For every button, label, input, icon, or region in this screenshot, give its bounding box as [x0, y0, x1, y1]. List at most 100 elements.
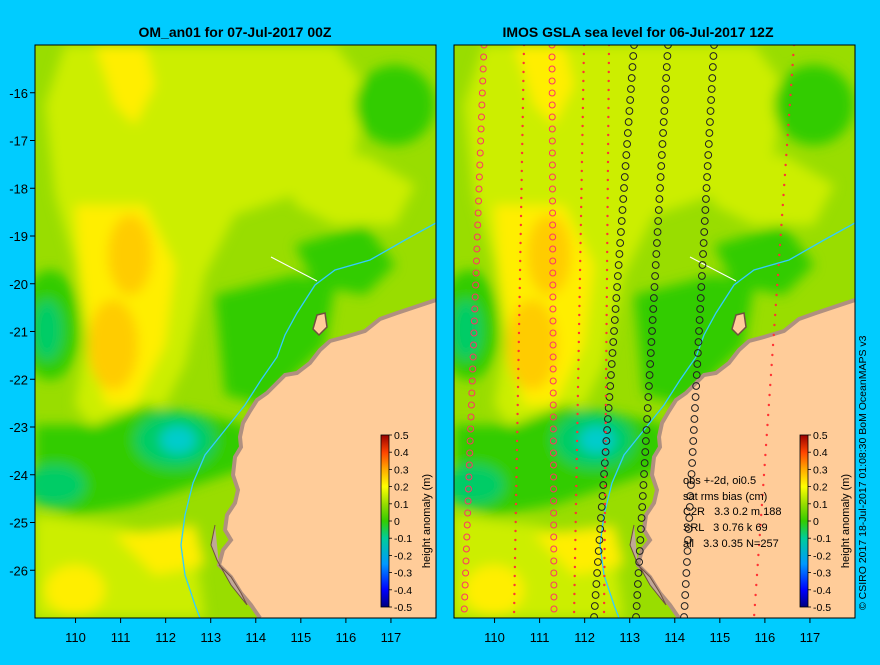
track-obs-marker [549, 185, 557, 193]
track-obs-marker [471, 305, 479, 313]
track-obs-marker [469, 353, 477, 361]
track-obs-marker [548, 113, 556, 121]
track-obs-marker [643, 415, 652, 423]
track-obs-marker [602, 437, 611, 445]
track-obs-marker [590, 613, 598, 618]
track-obs-marker [580, 178, 583, 182]
track-obs-marker [791, 63, 794, 67]
track-obs-marker [550, 485, 558, 493]
track-obs-marker [704, 151, 713, 159]
track-obs-marker [478, 101, 486, 109]
track-obs-marker [550, 521, 558, 529]
track-obs-marker [764, 443, 768, 447]
track-obs-marker [521, 115, 524, 119]
track-obs-marker [767, 403, 771, 407]
track-obs-marker [604, 367, 608, 371]
track-obs-marker [548, 77, 556, 85]
track-obs-marker [513, 601, 516, 605]
track-obs-marker [521, 106, 525, 110]
track-obs-marker [516, 403, 519, 407]
track-obs-marker [649, 305, 658, 313]
track-obs-marker [659, 118, 668, 126]
track-obs-marker [636, 536, 645, 544]
track-obs-marker [579, 259, 582, 263]
track-obs-marker [753, 603, 757, 607]
right-lon-tick-label: 114 [664, 630, 685, 645]
track-obs-marker [513, 574, 516, 578]
track-obs-marker [637, 514, 646, 522]
track-obs-marker [663, 52, 672, 60]
track-obs-marker [696, 294, 705, 302]
track-obs-marker [592, 580, 601, 588]
track-obs-marker [470, 341, 478, 349]
track-obs-marker [519, 205, 523, 209]
right-colorbar-tick-label: 0.5 [813, 430, 828, 442]
right-colorbar-tick-label: 0 [813, 516, 819, 528]
track-obs-marker [603, 592, 606, 596]
track-obs-marker [573, 583, 576, 587]
left-colorbar-tick-label: 0 [394, 516, 400, 528]
left-lat-axis: -16 -17 -18 -19 -20 -21 -22 -23 -24 -25 -26 [9, 86, 35, 578]
track-obs-marker [755, 583, 758, 587]
track-obs-marker [606, 232, 609, 236]
track-obs-marker [549, 389, 557, 397]
track-obs-marker [577, 340, 581, 344]
track-obs-marker [651, 261, 660, 269]
track-obs-marker [579, 241, 582, 245]
track-obs-marker [771, 343, 775, 347]
track-obs-marker [519, 223, 523, 227]
track-obs-marker [646, 360, 655, 368]
track-obs-marker [581, 142, 584, 146]
track-obs-marker [776, 273, 780, 277]
track-obs-marker [607, 124, 610, 128]
track-obs-marker [602, 601, 606, 605]
track-obs-marker [685, 503, 694, 511]
track-obs-marker [606, 382, 615, 390]
track-obs-marker [465, 461, 473, 469]
track-obs-marker [607, 70, 610, 74]
track-obs-marker [685, 514, 694, 522]
track-obs-marker [462, 545, 470, 553]
right-panel-title: IMOS GSLA sea level for 06-Jul-2017 12Z [502, 24, 773, 40]
track-obs-marker [615, 250, 624, 258]
track-obs-marker [575, 466, 578, 470]
track-obs-marker [468, 377, 476, 385]
track-obs-marker [515, 439, 519, 443]
track-obs-marker [609, 338, 618, 346]
track-obs-marker [580, 160, 584, 164]
track-obs-marker [683, 558, 691, 566]
track-obs-marker [517, 331, 521, 335]
track-obs-marker [515, 457, 518, 461]
right-lon-tick-label: 115 [709, 630, 730, 645]
track-obs-marker [787, 123, 790, 127]
track-obs-marker [616, 239, 625, 247]
track-obs-marker [513, 565, 517, 569]
track-obs-marker [697, 283, 706, 291]
track-obs-marker [760, 503, 764, 507]
track-obs-marker [549, 317, 557, 325]
track-obs-marker [514, 538, 517, 542]
track-obs-marker [517, 358, 520, 362]
track-obs-marker [605, 358, 608, 362]
track-obs-marker [576, 412, 579, 416]
track-obs-marker [773, 313, 777, 317]
left-lon-tick-label: 116 [336, 630, 357, 645]
track-obs-marker [788, 103, 792, 107]
track-obs-marker [550, 581, 558, 589]
track-obs-marker [518, 268, 522, 272]
left-lon-tick-label: 117 [381, 630, 402, 645]
track-obs-marker [604, 430, 607, 434]
track-obs-marker [466, 437, 474, 445]
track-obs-marker [595, 536, 604, 544]
lat-tick-label: -24 [9, 468, 28, 483]
track-obs-marker [580, 187, 583, 191]
track-obs-marker [591, 591, 600, 599]
track-obs-marker [519, 241, 522, 245]
track-obs-marker [689, 426, 698, 434]
track-obs-marker [466, 449, 474, 457]
track-obs-marker [549, 341, 557, 349]
track-obs-marker [603, 583, 606, 587]
track-obs-marker [763, 463, 766, 467]
lat-tick-label: -19 [9, 229, 28, 244]
